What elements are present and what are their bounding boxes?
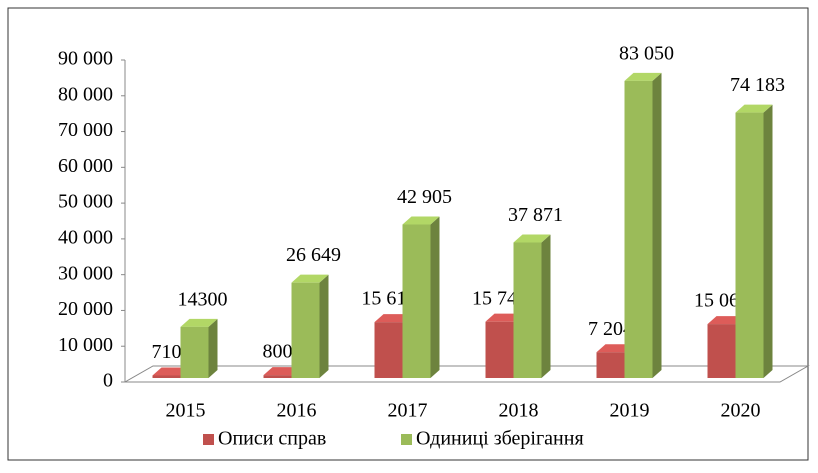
bar-front (513, 242, 542, 378)
data-label: 800 (263, 341, 293, 363)
data-label: 42 905 (397, 186, 452, 208)
y-tick-label: 50 000 (58, 191, 113, 213)
bar-side (763, 104, 773, 378)
bar-top (291, 274, 329, 283)
data-label: 74 183 (730, 74, 785, 96)
x-tick-label: 2016 (277, 400, 317, 422)
bar (735, 104, 773, 378)
bar-top (707, 316, 745, 325)
bar-top (152, 367, 190, 376)
bar (291, 274, 329, 378)
data-label: 14300 (178, 288, 228, 310)
bar-front (485, 321, 514, 378)
data-label: 7 204 (588, 318, 633, 340)
x-tick-label: 2019 (610, 400, 650, 422)
y-tick-label: 70 000 (58, 119, 113, 141)
bar-side (652, 72, 662, 379)
bar (624, 72, 662, 379)
y-tick-label: 90 000 (58, 48, 113, 70)
data-label: 710 (152, 341, 182, 363)
bar-top (263, 367, 301, 376)
bar-front (263, 375, 292, 378)
y-tick-label: 40 000 (58, 226, 113, 248)
bar-side (208, 318, 218, 378)
bar-side (319, 274, 329, 378)
data-label: 15 063 (694, 290, 749, 312)
legend-swatch (203, 434, 214, 445)
data-label: 37 871 (508, 204, 563, 226)
bar (180, 318, 218, 378)
bar-top (596, 344, 634, 353)
bar-front (374, 322, 403, 378)
data-label: 15 743 (472, 287, 527, 309)
y-tick-label: 10 000 (58, 334, 113, 356)
x-tick-label: 2018 (499, 400, 539, 422)
y-tick-label: 80 000 (58, 83, 113, 105)
x-tick-label: 2015 (166, 400, 206, 422)
bar-front (180, 326, 209, 378)
bar-side (430, 216, 440, 378)
bar-front (402, 224, 431, 378)
bar (513, 234, 551, 378)
legend-label: Описи справ (218, 428, 326, 450)
y-tick-label: 60 000 (58, 155, 113, 177)
legend-label: Одиниці зберігання (416, 428, 584, 450)
data-label: 83 050 (619, 42, 674, 64)
bar-top (402, 216, 440, 225)
data-label: 15 611 (361, 288, 415, 310)
x-tick-label: 2017 (388, 400, 428, 422)
data-label: 26 649 (286, 244, 341, 266)
bar-front (624, 80, 653, 379)
y-tick-label: 20 000 (58, 298, 113, 320)
bar-top (624, 72, 662, 81)
bar-top (735, 104, 773, 113)
x-tick-label: 2020 (721, 400, 761, 422)
floor (123, 365, 810, 383)
bar-top (513, 234, 551, 243)
bar-front (596, 352, 625, 378)
bar-front (707, 324, 736, 378)
bar-top (180, 318, 218, 327)
y-tick-label: 30 000 (58, 262, 113, 284)
bar-front (735, 112, 764, 378)
bar-front (291, 282, 320, 378)
bar-front (152, 375, 181, 378)
bar-side (541, 234, 551, 378)
bar-top (374, 314, 412, 323)
bar (402, 216, 440, 378)
y-tick-label: 0 (103, 370, 113, 392)
bar-top (485, 313, 523, 322)
legend-swatch (401, 434, 412, 445)
